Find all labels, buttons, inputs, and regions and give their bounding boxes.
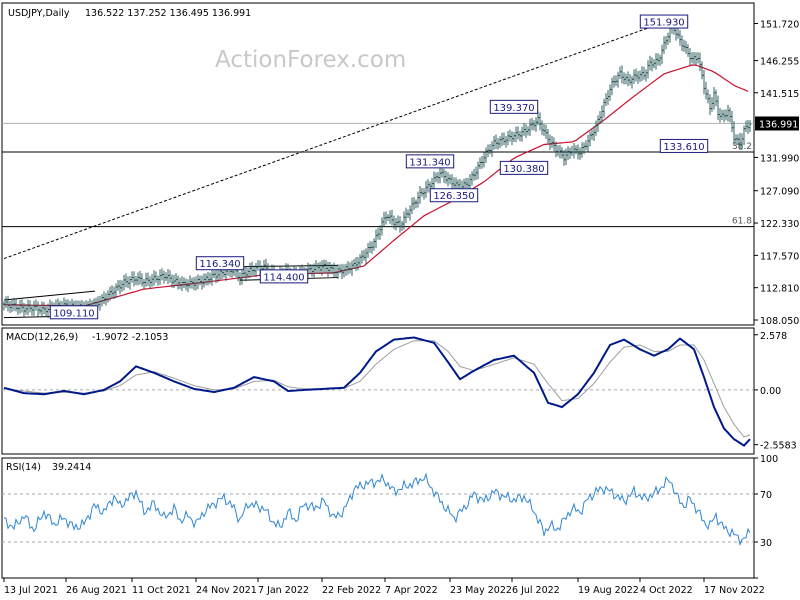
date-label: 24 Nov 2021 bbox=[196, 585, 257, 596]
macd-tick-label: 2.578 bbox=[760, 331, 787, 342]
chart-symbol-label: USDJPY,Daily bbox=[8, 8, 70, 19]
annotation-0: 151.930 bbox=[643, 18, 684, 29]
macd-name-label: MACD(12,26,9) bbox=[6, 332, 78, 343]
macd-values-label: -1.9072 -2.1053 bbox=[92, 332, 168, 343]
annotation-box-1 bbox=[489, 99, 539, 114]
date-axis: 13 Jul 2021 26 Aug 2021 11 Oct 2021 24 Nov … bbox=[3, 578, 765, 596]
price-tick-label: 122.330 bbox=[760, 219, 799, 230]
annotation-3: 131.340 bbox=[409, 157, 450, 168]
date-label: 26 Aug 2021 bbox=[66, 585, 127, 596]
macd-signal-line bbox=[3, 340, 751, 438]
annotation-8: 109.110 bbox=[53, 308, 94, 319]
date-label: 7 Apr 2022 bbox=[385, 585, 438, 596]
channel-upper-line bbox=[3, 290, 96, 301]
rsi-tick-label: 70 bbox=[760, 490, 772, 501]
watermark: ActionForex.com bbox=[215, 47, 406, 73]
macd-main-line bbox=[3, 336, 751, 447]
rsi-tick-label: 100 bbox=[760, 454, 778, 465]
annotation-1: 139.370 bbox=[493, 103, 534, 114]
date-label: 17 Nov 2022 bbox=[704, 585, 765, 596]
annotation-box-8 bbox=[49, 305, 99, 320]
price-tick-label: 131.990 bbox=[760, 153, 799, 164]
rsi-pane: 100 70 30 RSI(14) 39.2414 bbox=[1, 454, 778, 579]
price-tick-label: 108.050 bbox=[760, 316, 799, 327]
rsi-line bbox=[3, 472, 751, 547]
price-pane: ActionForex.com 38.261.8 151.930139.3701… bbox=[1, 2, 799, 327]
price-tick-label: 151.720 bbox=[760, 19, 799, 30]
date-label: 7 Jan 2022 bbox=[258, 585, 309, 596]
annotation-box-3 bbox=[405, 154, 455, 169]
annotation-box-6 bbox=[195, 256, 245, 271]
fib-label-1: 61.8 bbox=[732, 217, 752, 227]
date-label: 23 May 2022 bbox=[450, 585, 512, 596]
price-tick-label: 117.570 bbox=[760, 251, 799, 262]
last-price-tag bbox=[755, 116, 799, 131]
date-label: 6 Jul 2022 bbox=[512, 585, 560, 596]
price-tick-label: 141.515 bbox=[760, 89, 799, 100]
annotation-box-5 bbox=[429, 188, 479, 203]
date-label: 4 Oct 2022 bbox=[640, 585, 693, 596]
date-label: 19 Aug 2022 bbox=[578, 585, 639, 596]
annotation-box-7 bbox=[259, 269, 309, 284]
dotted-trendline bbox=[3, 21, 665, 260]
price-tick-label: 146.255 bbox=[760, 57, 799, 68]
macd-tick-label: -2.5583 bbox=[760, 441, 797, 452]
date-label: 22 Feb 2022 bbox=[322, 585, 381, 596]
date-label: 13 Jul 2021 bbox=[4, 585, 58, 596]
date-label: 11 Oct 2021 bbox=[132, 585, 191, 596]
macd-tick-label: 0.00 bbox=[760, 386, 781, 397]
last-price-label: 136.991 bbox=[759, 119, 798, 130]
annotation-box-4 bbox=[499, 160, 549, 175]
price-tick-label: 127.090 bbox=[760, 187, 799, 198]
annotation-7: 114.400 bbox=[263, 272, 304, 283]
annotation-6: 116.340 bbox=[199, 259, 240, 270]
rsi-values-label: 39.2414 bbox=[52, 462, 91, 473]
macd-pane: 2.578 0.00 -2.5583 MACD(12,26,9) -1.9072 -… bbox=[1, 327, 797, 455]
annotation-box-0 bbox=[639, 14, 689, 29]
chart-ohlc-label: 136.522 137.252 136.495 136.991 bbox=[85, 8, 251, 19]
price-tick-label: 112.810 bbox=[760, 284, 799, 295]
ema-line bbox=[3, 64, 749, 307]
annotation-box-2 bbox=[659, 138, 709, 153]
annotation-2: 133.610 bbox=[663, 142, 704, 153]
annotation-5: 126.350 bbox=[433, 191, 474, 202]
rsi-tick-label: 30 bbox=[760, 538, 772, 549]
annotation-4: 130.380 bbox=[503, 164, 544, 175]
rsi-name-label: RSI(14) bbox=[6, 462, 41, 473]
